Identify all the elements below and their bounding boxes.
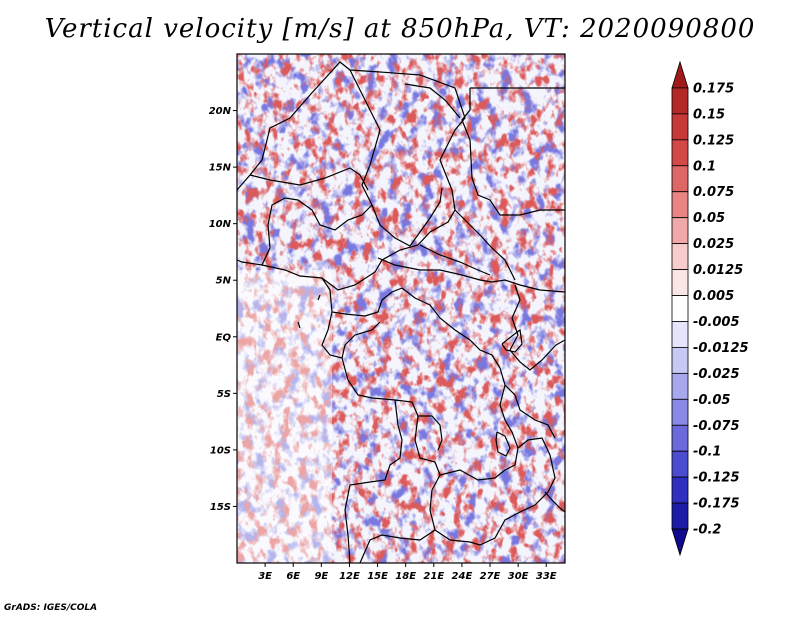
- colorbar-label: 0.175: [693, 81, 734, 96]
- colorbar-label: -0.125: [693, 471, 740, 486]
- colorbar-label: 0.0125: [693, 263, 743, 278]
- colorbar-swatch: [671, 321, 689, 348]
- lon-tick-label: 27E: [480, 571, 501, 582]
- colorbar-swatch: [671, 60, 689, 89]
- colorbar-label: 0.005: [693, 289, 734, 304]
- colorbar-swatch: [671, 113, 689, 141]
- colorbar-label: -0.0125: [693, 341, 749, 356]
- lat-tick-label: EQ: [216, 332, 232, 343]
- lat-tick-label: 15S: [210, 502, 231, 513]
- colorbar-swatch: [671, 372, 689, 400]
- lon-tick-label: 30E: [508, 571, 529, 582]
- colorbar-label: 0.1: [693, 159, 716, 174]
- colorbar-label: 0.05: [693, 211, 725, 226]
- colorbar-label: 0.125: [693, 133, 734, 148]
- colorbar-swatch: [671, 476, 689, 504]
- lon-tick-label: 9E: [314, 571, 328, 582]
- colorbar-label: -0.1: [693, 445, 721, 460]
- lat-axis: 20N 15N 10N 5N EQ 5S 10S 15S: [209, 106, 237, 513]
- chart-title: Vertical velocity [m/s] at 850hPa, VT: 2…: [44, 14, 756, 44]
- lat-tick-label: 5N: [216, 276, 232, 287]
- lon-tick-label: 21E: [423, 571, 444, 582]
- colorbar-label: -0.005: [693, 315, 740, 330]
- lon-tick-label: 33E: [536, 571, 557, 582]
- lon-tick-label: 18E: [395, 571, 416, 582]
- colorbar-swatch: [671, 165, 689, 193]
- lat-tick-label: 5S: [217, 389, 231, 400]
- lon-axis: 3E 6E 9E 12E 15E 18E 21E 24E 27E 30E 33E: [258, 563, 557, 582]
- lat-tick-label: 20N: [209, 106, 232, 117]
- colorbar-swatch: [671, 243, 689, 270]
- lon-tick-label: 24E: [452, 571, 473, 582]
- lat-tick-label: 10S: [210, 445, 231, 456]
- colorbar-swatch: [671, 87, 689, 115]
- boundaries: [237, 61, 565, 563]
- colorbar-label: 0.15: [693, 107, 725, 122]
- map-frame: [236, 53, 566, 564]
- footer-credit: GrADS: IGES/COLA: [4, 603, 98, 613]
- colorbar-swatch: [671, 502, 689, 530]
- colorbar-swatch: [671, 217, 689, 245]
- colorbar-swatch: [671, 295, 689, 322]
- colorbar-label: -0.175: [693, 497, 740, 512]
- lon-tick-label: 15E: [367, 571, 388, 582]
- colorbar-label: -0.05: [693, 393, 730, 408]
- lon-tick-label: 6E: [286, 571, 300, 582]
- colorbar-swatch: [671, 139, 689, 167]
- velocity-field: [237, 54, 565, 563]
- colorbar-swatch: [671, 528, 689, 557]
- colorbar-label: 0.075: [693, 185, 734, 200]
- colorbar-label: -0.075: [693, 419, 740, 434]
- colorbar-swatch: [671, 424, 689, 452]
- colorbar-swatch: [671, 191, 689, 219]
- lon-tick-label: 12E: [339, 571, 360, 582]
- colorbar-label: -0.2: [693, 523, 721, 538]
- lon-tick-label: 3E: [258, 571, 272, 582]
- colorbar-label: -0.025: [693, 367, 740, 382]
- colorbar-swatch: [671, 347, 689, 374]
- colorbar: 0.175 0.15 0.125 0.1 0.075 0.05 0.025 0.0125 0.0…: [671, 60, 749, 557]
- lat-tick-label: 10N: [209, 219, 232, 230]
- colorbar-swatch: [671, 450, 689, 478]
- lat-tick-label: 15N: [209, 163, 232, 174]
- colorbar-label: 0.025: [693, 237, 734, 252]
- colorbar-swatch: [671, 269, 689, 296]
- colorbar-swatch: [671, 398, 689, 426]
